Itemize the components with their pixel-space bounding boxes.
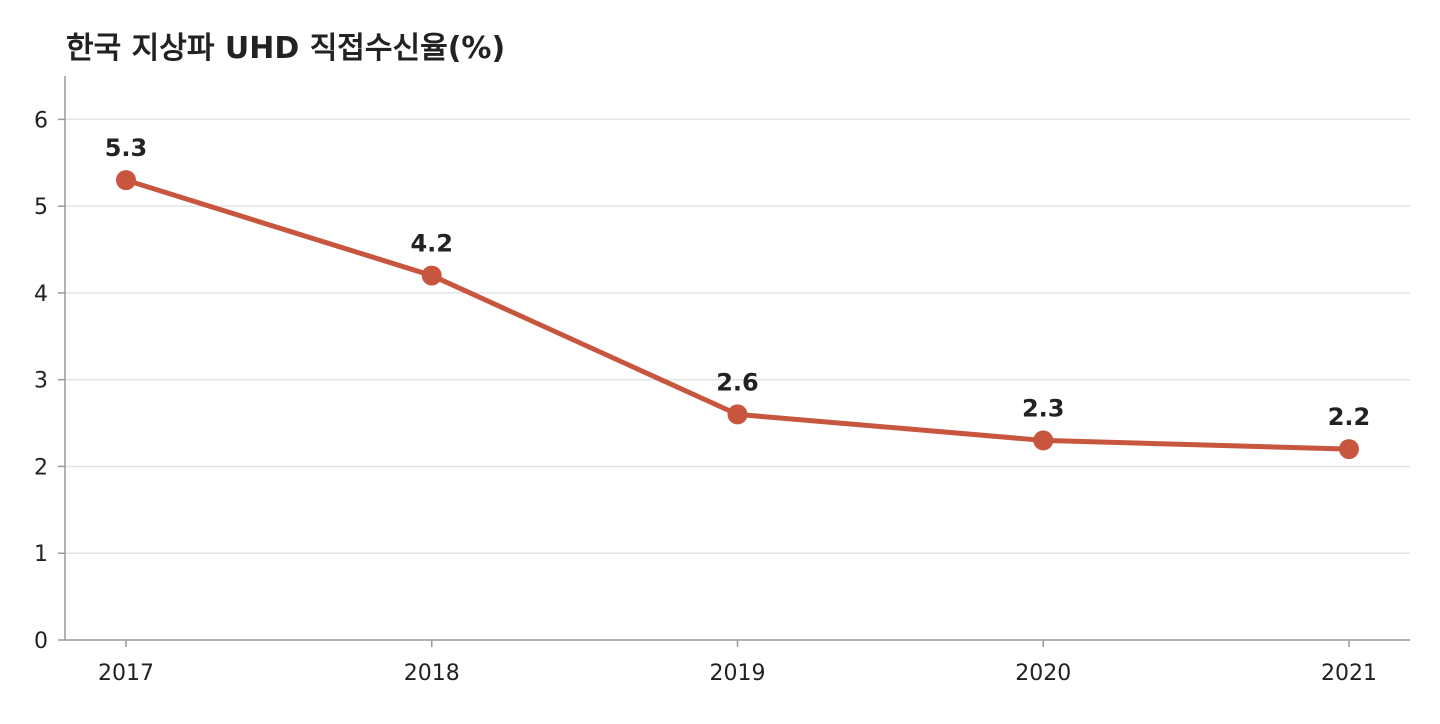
data-label: 4.2	[410, 230, 453, 258]
data-label: 2.3	[1022, 394, 1065, 422]
series-layer	[116, 170, 1359, 460]
data-point	[116, 170, 136, 191]
x-tick-label: 2020	[1015, 661, 1071, 686]
x-tick-label: 2018	[404, 661, 460, 686]
y-tick-label: 3	[34, 369, 48, 394]
grid-lines	[65, 118, 1410, 554]
x-tick-label: 2019	[710, 661, 766, 686]
x-tick-label: 2021	[1321, 661, 1377, 686]
y-tick-label: 2	[34, 455, 48, 480]
x-tick-label: 2017	[98, 661, 154, 686]
y-tick-label: 0	[34, 629, 48, 654]
data-labels: 5.3 4.2 2.6 2.3 2.2	[105, 134, 1371, 431]
data-label: 5.3	[105, 134, 148, 162]
axes: 0 1 2 3 4 5 6 2017 2018 2019 2020 2021	[34, 76, 1410, 686]
data-point	[421, 265, 442, 286]
data-label: 2.2	[1328, 403, 1371, 431]
data-point	[727, 404, 748, 425]
y-tick-label: 6	[34, 108, 48, 133]
data-label: 2.6	[716, 368, 759, 396]
data-point	[1033, 430, 1054, 451]
y-tick-label: 1	[34, 542, 48, 567]
chart-title: 한국 지상파 UHD 직접수신율(%)	[66, 31, 505, 66]
y-tick-label: 4	[34, 282, 48, 307]
data-point	[1339, 439, 1359, 460]
y-tick-label: 5	[34, 195, 48, 220]
